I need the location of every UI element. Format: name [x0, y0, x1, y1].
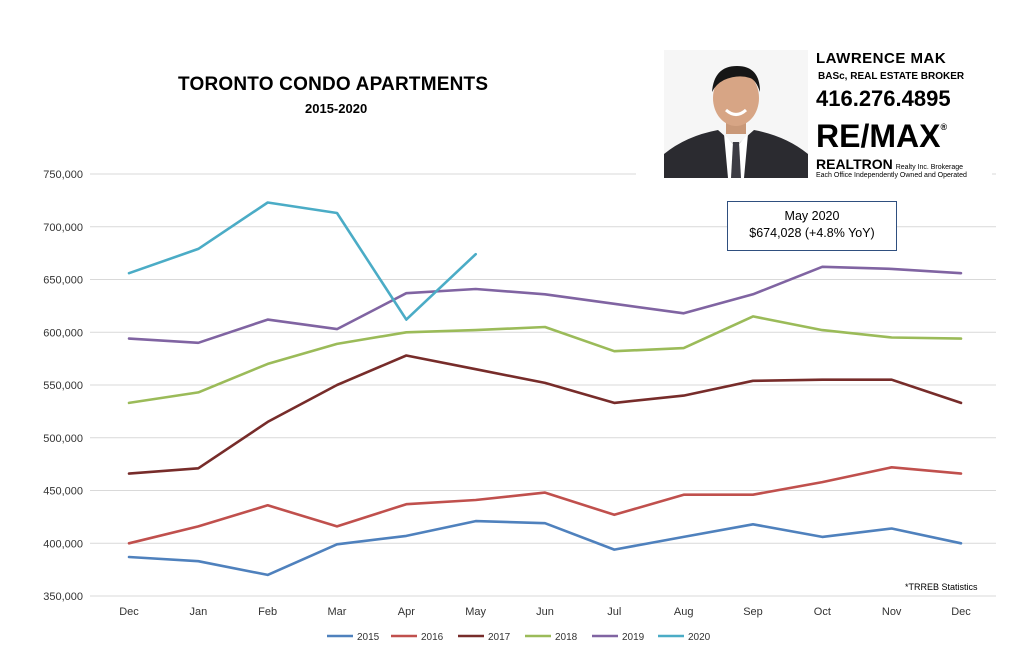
x-tick-label: Dec [119, 606, 139, 618]
x-tick-label: Apr [398, 606, 415, 618]
registered-mark: ® [940, 122, 948, 132]
series-line-2018 [127, 315, 963, 405]
series-line-2020 [127, 201, 478, 321]
remax-logo: RE/MAX® [816, 118, 947, 155]
brokerage-sub: Realty Inc. Brokerage [895, 164, 964, 171]
series-line-2016 [127, 465, 963, 545]
y-tick-label: 400,000 [43, 538, 83, 550]
x-tick-label: Feb [258, 606, 277, 618]
legend-label: 2020 [688, 632, 711, 643]
series-line-2017 [127, 354, 963, 475]
x-tick-label: Jan [189, 606, 207, 618]
callout-date: May 2020 [784, 209, 840, 223]
x-tick-label: Jun [536, 606, 554, 618]
brokerage-name: REALTRON Realty Inc. Brokerage [816, 156, 963, 172]
x-tick-label: Oct [814, 606, 831, 618]
x-tick-label: Nov [882, 606, 902, 618]
y-tick-label: 650,000 [43, 275, 83, 287]
x-tick-label: Aug [674, 606, 694, 618]
brokerage-label: REALTRON [816, 156, 893, 172]
y-tick-label: 700,000 [43, 222, 83, 234]
agent-credentials: BASc, REAL ESTATE BROKER [818, 71, 965, 82]
legend-label: 2017 [488, 632, 511, 643]
y-tick-label: 450,000 [43, 486, 83, 498]
remax-wordmark: RE/MAX [816, 118, 941, 154]
office-note: Each Office Independently Owned and Oper… [816, 172, 967, 179]
x-tick-label: Jul [607, 606, 621, 618]
agent-name: LAWRENCE MAK [816, 50, 947, 67]
legend-label: 2019 [622, 632, 645, 643]
y-tick-label: 350,000 [43, 591, 83, 603]
x-tick-label: Mar [328, 606, 347, 618]
x-tick-label: May [465, 606, 486, 618]
legend-label: 2018 [555, 632, 578, 643]
agent-photo [664, 50, 808, 178]
agent-phone: 416.276.4895 [816, 86, 951, 111]
may-2020-callout: May 2020 $674,028 (+4.8% YoY) [727, 201, 897, 251]
chart-subtitle: 2015-2020 [305, 101, 368, 116]
chart-title: TORONTO CONDO APARTMENTS [178, 74, 489, 95]
legend-label: 2016 [421, 632, 444, 643]
source-note: *TRREB Statistics [905, 582, 978, 592]
series-line-2015 [127, 519, 963, 577]
series-line-2019 [127, 265, 963, 345]
x-tick-label: Sep [743, 606, 763, 618]
legend-label: 2015 [357, 632, 380, 643]
callout-value: $674,028 (+4.8% YoY) [749, 226, 875, 240]
x-tick-label: Dec [951, 606, 971, 618]
y-tick-label: 550,000 [43, 380, 83, 392]
y-tick-label: 500,000 [43, 433, 83, 445]
y-tick-label: 600,000 [43, 327, 83, 339]
y-tick-label: 750,000 [43, 169, 83, 181]
agent-advertisement: LAWRENCE MAK BASc, REAL ESTATE BROKER 41… [636, 38, 992, 180]
